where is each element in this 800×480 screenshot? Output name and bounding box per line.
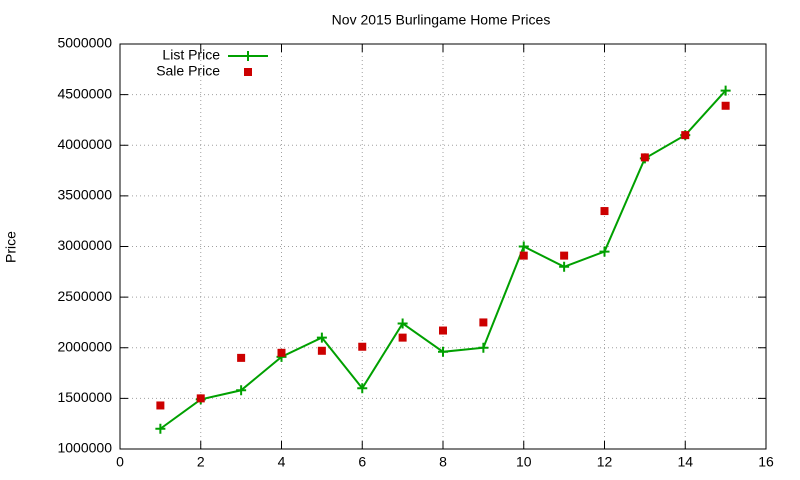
point <box>357 383 368 394</box>
x-tick-label: 6 <box>358 454 366 470</box>
x-tick-label: 4 <box>278 454 286 470</box>
point <box>600 207 609 216</box>
y-tick-label: 1000000 <box>57 440 112 456</box>
y-tick-label: 1500000 <box>57 389 112 405</box>
point <box>560 251 569 260</box>
x-tick-label: 16 <box>758 454 774 470</box>
point <box>559 261 570 272</box>
point <box>479 318 488 327</box>
point <box>317 346 326 355</box>
point <box>155 423 166 434</box>
x-tick-label: 14 <box>677 454 693 470</box>
point <box>438 346 448 357</box>
y-tick-label: 2000000 <box>57 338 112 354</box>
y-tick-label: 4500000 <box>57 85 112 101</box>
point <box>518 241 529 252</box>
point <box>720 85 731 96</box>
point <box>277 348 286 357</box>
point <box>478 342 489 353</box>
point <box>599 246 610 257</box>
legend-label: List Price <box>162 47 220 63</box>
plot-frame <box>119 43 767 450</box>
legend-label: Sale Price <box>156 63 220 79</box>
point <box>237 353 246 362</box>
point <box>640 153 649 162</box>
x-tick-label: 0 <box>116 454 124 470</box>
x-tick-label: 8 <box>439 454 447 470</box>
y-tick-label: 2500000 <box>57 288 112 304</box>
point <box>358 342 367 351</box>
series-line <box>159 89 727 430</box>
point <box>236 385 247 396</box>
legend-symbol <box>243 51 253 61</box>
y-tick-label: 4000000 <box>57 136 112 152</box>
point <box>397 318 408 329</box>
y-tick-label: 5000000 <box>57 35 112 51</box>
y-tick-label: 3500000 <box>57 187 112 203</box>
y-axis-label: Price <box>3 231 19 263</box>
x-tick-label: 2 <box>197 454 205 470</box>
point <box>721 101 730 110</box>
point <box>519 251 528 260</box>
point <box>156 401 165 410</box>
point <box>316 332 327 343</box>
point <box>681 131 690 140</box>
x-tick-label: 12 <box>597 454 613 470</box>
y-tick-label: 3000000 <box>57 237 112 253</box>
legend-symbol <box>244 68 252 76</box>
point <box>439 326 447 335</box>
point <box>196 394 205 403</box>
chart-title: Nov 2015 Burlingame Home Prices <box>332 12 551 28</box>
point <box>398 333 407 342</box>
x-tick-label: 10 <box>516 454 532 470</box>
